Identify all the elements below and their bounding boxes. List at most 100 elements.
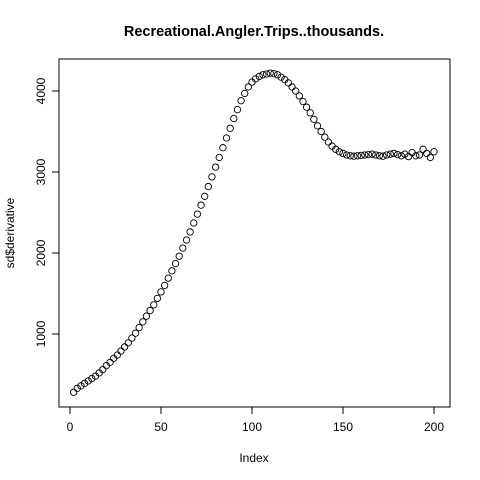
data-point xyxy=(142,312,151,320)
data-point xyxy=(139,318,147,326)
y-tick-label: 3000 xyxy=(34,158,48,185)
data-point xyxy=(292,87,300,95)
data-points xyxy=(69,69,438,396)
data-point xyxy=(262,70,271,78)
data-point xyxy=(215,153,223,162)
data-point xyxy=(299,97,307,106)
data-point xyxy=(106,358,114,366)
data-point xyxy=(135,323,143,332)
data-point xyxy=(186,228,194,236)
y-tick-label: 1000 xyxy=(34,320,48,347)
data-point xyxy=(270,69,278,78)
data-point xyxy=(193,210,202,218)
data-point xyxy=(171,259,180,268)
x-tick-label: 200 xyxy=(424,420,444,434)
data-point xyxy=(357,151,365,160)
data-point xyxy=(386,150,394,158)
data-point xyxy=(150,301,158,309)
data-point xyxy=(321,133,329,141)
data-point xyxy=(273,71,282,79)
data-point xyxy=(99,365,107,374)
data-point xyxy=(244,83,253,91)
x-tick-label: 0 xyxy=(67,420,74,434)
y-tick-label: 2000 xyxy=(34,239,48,266)
x-tick-label: 50 xyxy=(154,420,168,434)
data-point xyxy=(419,145,427,153)
data-point xyxy=(277,73,285,81)
x-axis: 0 50 100 150 200 xyxy=(67,406,444,434)
data-point xyxy=(342,151,351,159)
data-point xyxy=(222,134,231,142)
data-point xyxy=(310,115,318,124)
data-point xyxy=(284,79,293,87)
data-point xyxy=(288,83,296,91)
chart-title: Recreational.Angler.Trips..thousands. xyxy=(124,24,384,40)
data-point xyxy=(131,329,140,337)
data-point xyxy=(208,173,216,181)
y-axis-label: sd$derivative xyxy=(3,197,17,268)
data-point xyxy=(88,374,96,383)
data-point xyxy=(157,288,165,296)
data-point xyxy=(295,92,303,100)
data-point xyxy=(306,109,314,117)
data-point xyxy=(335,148,344,156)
data-point xyxy=(182,236,191,244)
data-point xyxy=(397,152,405,160)
data-point xyxy=(73,384,81,392)
data-point xyxy=(69,388,78,396)
y-axis: 1000 2000 3000 4000 xyxy=(34,77,60,347)
data-point xyxy=(404,152,413,161)
data-point xyxy=(124,339,132,347)
data-point xyxy=(230,114,238,123)
data-point xyxy=(219,144,227,152)
data-point xyxy=(379,152,387,160)
data-point xyxy=(164,274,172,282)
data-point xyxy=(233,105,242,114)
data-point xyxy=(364,150,373,159)
data-point xyxy=(412,152,420,160)
y-tick-label: 4000 xyxy=(34,77,48,104)
data-point xyxy=(204,182,212,191)
data-point xyxy=(393,150,402,159)
x-tick-label: 100 xyxy=(242,420,262,434)
data-point xyxy=(226,124,234,132)
data-point xyxy=(423,149,431,158)
data-point xyxy=(266,69,274,77)
data-point xyxy=(179,244,187,252)
data-point xyxy=(383,151,391,159)
data-point xyxy=(372,151,380,159)
data-point xyxy=(255,72,263,81)
data-point xyxy=(113,351,121,359)
data-point xyxy=(353,152,362,160)
data-point xyxy=(80,379,89,388)
data-point xyxy=(426,153,435,162)
data-point xyxy=(361,151,369,159)
data-point xyxy=(324,138,333,146)
data-point xyxy=(190,219,198,227)
data-point xyxy=(368,150,376,158)
data-point xyxy=(201,192,209,200)
data-point xyxy=(350,152,358,160)
data-point xyxy=(313,122,322,130)
data-point xyxy=(317,127,325,136)
data-point xyxy=(346,152,354,160)
data-point xyxy=(77,382,85,390)
data-point xyxy=(302,103,311,111)
data-point xyxy=(153,294,162,303)
data-point xyxy=(160,281,169,290)
data-point xyxy=(251,75,260,83)
data-point xyxy=(375,152,384,160)
data-point xyxy=(84,377,92,385)
data-point xyxy=(146,306,154,315)
plot-frame xyxy=(58,58,451,408)
data-point xyxy=(168,267,176,275)
data-point xyxy=(197,201,205,209)
data-point xyxy=(259,71,267,79)
x-tick-label: 150 xyxy=(333,420,353,434)
data-point xyxy=(175,252,183,260)
data-point xyxy=(332,145,340,153)
data-point xyxy=(430,148,438,156)
data-point xyxy=(128,334,136,342)
data-point xyxy=(237,97,245,105)
